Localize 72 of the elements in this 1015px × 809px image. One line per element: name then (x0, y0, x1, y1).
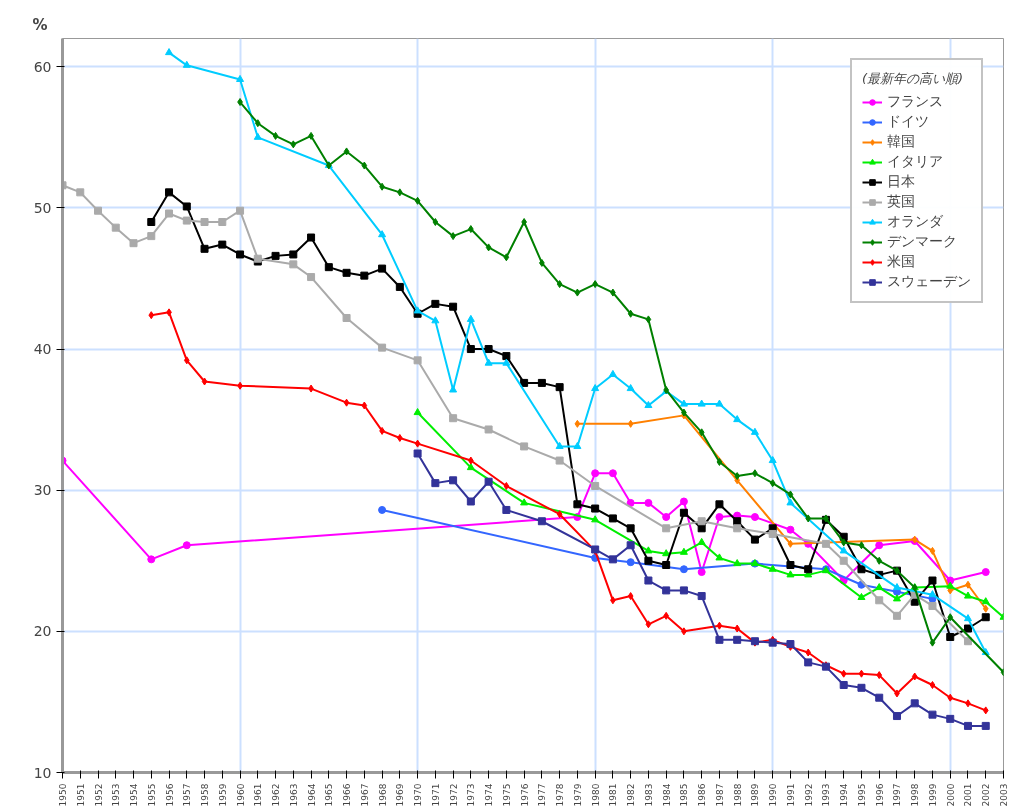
x-tick-label: 2003 (999, 783, 1009, 807)
legend-label: 英国 (887, 193, 915, 211)
x-tick-label: 1987 (714, 783, 725, 807)
legend-label: デンマーク (887, 233, 957, 251)
x-tick-label: 1952 (93, 783, 104, 807)
x-tick-label: 1967 (359, 783, 370, 807)
x-tick-label: 1957 (182, 783, 193, 807)
y-tick-label: 30 (33, 482, 52, 499)
y-tick-label: 40 (33, 341, 52, 358)
legend-label: スウェーデン (887, 273, 971, 291)
x-tick-label: 1992 (803, 783, 814, 807)
x-tick-label: 1951 (75, 783, 86, 807)
x-tick-label: 1980 (590, 783, 601, 807)
x-tick-label: 1983 (643, 783, 654, 807)
x-tick-label: 1982 (626, 783, 637, 807)
x-tick-label: 1964 (306, 783, 317, 807)
x-tick-label: 1976 (519, 783, 530, 807)
legend-label: オランダ (887, 213, 943, 231)
x-tick-label: 1981 (608, 783, 619, 807)
x-tick-label: 1985 (679, 783, 690, 807)
legend-label: イタリア (887, 153, 943, 171)
legend-label: 米国 (887, 253, 915, 271)
x-tick-label: 2001 (963, 783, 974, 807)
x-tick-label: 1956 (164, 783, 175, 807)
x-tick-label: 1975 (501, 783, 512, 807)
x-tick-label: 1993 (821, 783, 832, 807)
y-tick-label: 50 (33, 199, 52, 216)
x-tick-label: 1995 (856, 783, 867, 807)
x-tick-label: 1962 (271, 783, 282, 807)
x-tick-label: 1988 (732, 783, 743, 807)
y-axis-title: % (32, 15, 48, 34)
legend-label: ドイツ (887, 113, 929, 131)
x-tick-label: 1954 (129, 783, 140, 807)
x-tick-label: 1998 (910, 783, 921, 807)
x-tick-label: 1953 (111, 783, 122, 807)
x-tick-label: 1961 (253, 783, 264, 807)
y-tick-label: 60 (33, 58, 52, 75)
x-tick-label: 1974 (484, 783, 495, 807)
x-tick-label: 1968 (377, 783, 388, 807)
x-tick-label: 1965 (324, 783, 335, 807)
x-tick-label: 1972 (448, 783, 459, 807)
x-tick-label: 1999 (927, 783, 938, 807)
x-tick-label: 1990 (768, 783, 779, 807)
x-tick-label: 1963 (288, 783, 299, 807)
legend-title: (最新年の高い順) (862, 70, 965, 88)
x-tick-label: 1973 (466, 783, 477, 807)
x-tick-label: 1994 (839, 783, 850, 807)
x-tick-label: 1984 (661, 783, 672, 807)
x-tick-label: 1969 (395, 783, 406, 807)
x-tick-label: 2000 (945, 783, 956, 807)
x-tick-label: 1955 (146, 783, 157, 807)
x-tick-label: 1996 (874, 783, 885, 807)
x-tick-label: 1960 (235, 783, 246, 807)
x-tick-label: 1958 (200, 783, 211, 807)
x-tick-label: 1977 (537, 783, 548, 807)
x-tick-label: 1978 (555, 783, 566, 807)
y-tick-label: 10 (33, 764, 52, 781)
x-tick-label: 2002 (981, 783, 992, 807)
x-tick-label: 1997 (892, 783, 903, 807)
legend-label: 韓国 (887, 133, 915, 151)
x-tick-label: 1970 (413, 783, 424, 807)
x-tick-label: 1991 (785, 783, 796, 807)
y-tick-label: 20 (33, 623, 52, 640)
x-tick-label: 1971 (430, 783, 441, 807)
x-tick-label: 1986 (697, 783, 708, 807)
legend-label: フランス (887, 93, 943, 111)
x-tick-label: 1959 (217, 783, 228, 807)
x-tick-label: 1979 (572, 783, 583, 807)
x-tick-label: 1989 (750, 783, 761, 807)
x-tick-label: 1966 (342, 783, 353, 807)
legend-label: 日本 (887, 173, 915, 191)
x-tick-label: 1950 (58, 783, 68, 807)
